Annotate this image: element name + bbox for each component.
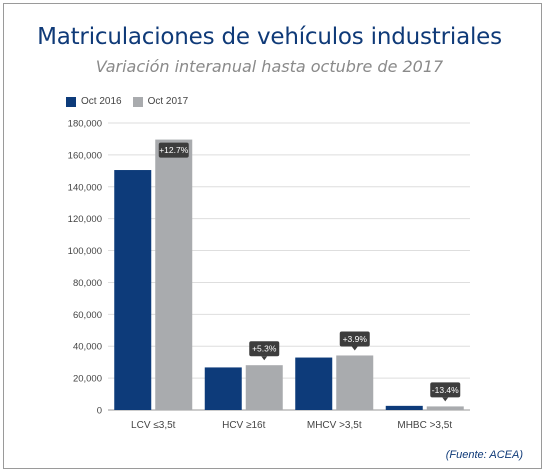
y-tick-label: 120,000	[68, 214, 102, 225]
data-label: +12.7%	[159, 145, 189, 155]
source-note: (Fuente: ACEA)	[445, 449, 523, 461]
data-label-box	[249, 341, 280, 357]
chart-title: Matriculaciones de vehículos industriale…	[37, 24, 502, 50]
data-label-box	[339, 331, 370, 347]
legend-label-oct-2017: Oct 2017	[147, 96, 189, 107]
bar-oct-2016	[114, 170, 152, 410]
data-label-pointer	[442, 397, 449, 402]
y-tick-label: 160,000	[68, 150, 102, 161]
x-category-label: HCV ≥16t	[222, 420, 266, 431]
y-tick-label: 100,000	[68, 246, 102, 257]
y-tick-label: 60,000	[73, 310, 102, 321]
legend: Oct 2016 Oct 2017	[66, 96, 199, 107]
y-tick-label: 140,000	[68, 182, 102, 193]
x-category-label: MHCV >3,5t	[307, 420, 362, 431]
data-label-pointer	[351, 346, 358, 351]
legend-label-oct-2016: Oct 2016	[81, 96, 122, 107]
bar-oct-2016	[295, 357, 333, 410]
data-label-box	[430, 382, 461, 398]
legend-item-oct-2017: Oct 2017	[132, 96, 189, 107]
data-label: +5.3%	[252, 344, 277, 354]
data-label: -13.4%	[432, 385, 459, 395]
y-tick-label: 40,000	[73, 342, 102, 353]
data-label-pointer	[261, 356, 268, 361]
data-label-box	[158, 142, 189, 158]
x-category-label: LCV ≤3,5t	[131, 420, 176, 431]
legend-swatch-oct-2016	[66, 96, 76, 107]
legend-swatch-oct-2017	[132, 96, 143, 107]
bar-oct-2016	[204, 367, 242, 410]
bar-oct-2017	[336, 355, 374, 410]
chart-subtitle: Variación interanual hasta octubre de 20…	[95, 57, 444, 76]
y-tick-label: 0	[97, 406, 102, 417]
y-tick-label: 80,000	[73, 278, 102, 289]
bar-oct-2016	[385, 405, 423, 410]
legend-item-oct-2016: Oct 2016	[66, 96, 122, 107]
bar-oct-2017	[245, 365, 283, 410]
data-label: +3.9%	[343, 334, 368, 344]
x-category-label: MHBC >3,5t	[397, 420, 452, 431]
bar-oct-2017	[155, 139, 193, 411]
y-tick-label: 180,000	[68, 119, 102, 130]
bar-oct-2017	[426, 406, 464, 410]
y-tick-label: 20,000	[73, 374, 102, 385]
